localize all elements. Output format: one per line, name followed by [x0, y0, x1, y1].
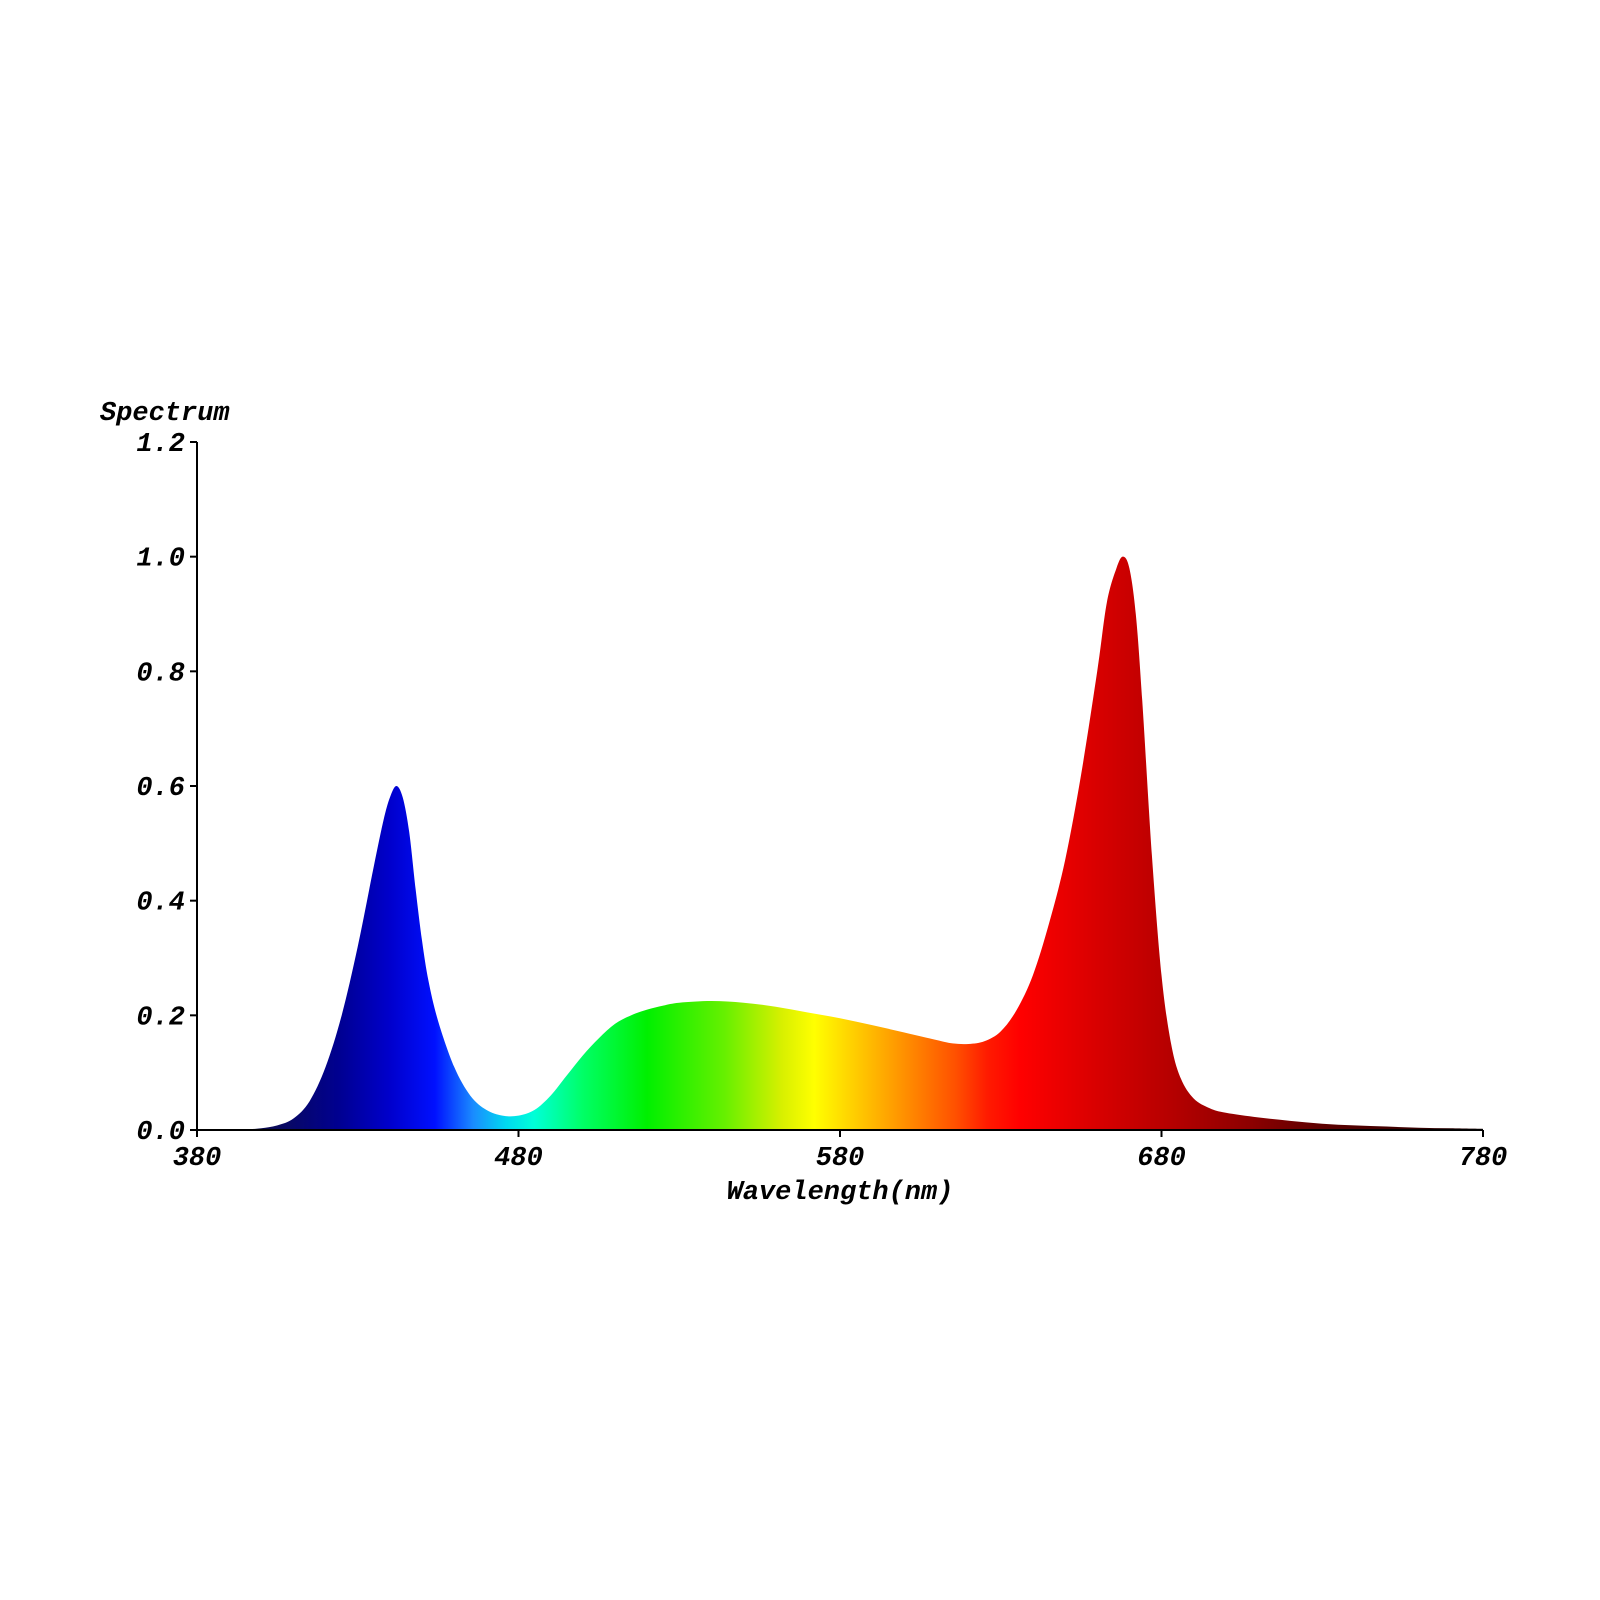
y-tick-label: 0.6 — [136, 774, 185, 804]
x-tick-label: 780 — [1459, 1144, 1508, 1174]
y-tick-label: 1.2 — [136, 430, 185, 460]
x-tick-label: 680 — [1137, 1144, 1186, 1174]
y-tick-label: 0.0 — [136, 1118, 185, 1148]
x-axis-title: Wavelength(nm) — [727, 1178, 954, 1208]
y-axis-title: Spectrum — [100, 399, 230, 429]
spectrum-area — [197, 556, 1483, 1130]
x-tick-label: 380 — [173, 1144, 222, 1174]
y-tick-label: 0.4 — [136, 889, 185, 919]
x-tick-label: 580 — [816, 1144, 865, 1174]
x-tick-label: 480 — [494, 1144, 543, 1174]
y-tick-label: 1.0 — [136, 545, 185, 575]
y-tick-label: 0.2 — [136, 1003, 185, 1033]
y-tick-label: 0.8 — [136, 659, 185, 689]
